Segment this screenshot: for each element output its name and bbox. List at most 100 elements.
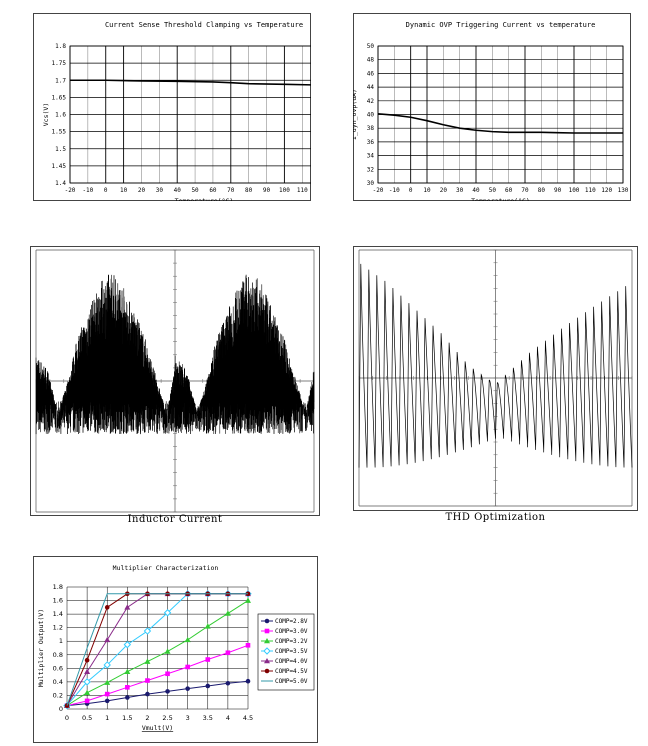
ovp-current-ytick-label: 36	[367, 139, 375, 146]
inductor-current-waveform	[35, 274, 315, 435]
ovp-current-y-axis-label: I_dyn_ovp(uA)	[353, 89, 358, 140]
ovp-current-ytick-label: 42	[367, 98, 375, 105]
cs-threshold-ytick-label: 1.55	[52, 129, 67, 136]
multiplier-point	[83, 678, 91, 686]
ovp-current-xtick-label: -10	[389, 187, 400, 194]
ovp-current-ytick-label: 30	[367, 180, 375, 187]
multiplier-xtick-label: 4	[226, 714, 230, 722]
cs-threshold-ytick-label: 1.6	[55, 112, 66, 119]
multiplier-point	[245, 597, 251, 603]
ovp-current-xtick-label: 130	[618, 187, 629, 194]
cs-threshold-ytick-label: 1.5	[55, 146, 66, 153]
cs-threshold-ytick-label: 1.7	[55, 77, 66, 84]
multiplier-legend-label: COMP=4.5V	[275, 668, 308, 675]
multiplier-point	[163, 609, 172, 617]
multiplier-point	[264, 638, 270, 644]
multiplier-point	[264, 628, 270, 634]
multiplier-ytick-label: 1.6	[53, 597, 63, 605]
ovp-current-xtick-label: 110	[585, 187, 596, 194]
multiplier-legend-label: COMP=5.0V	[275, 678, 308, 685]
multiplier-point	[145, 691, 150, 697]
multiplier-chart: Multiplier Characterization 0 0.5 1 1.5 2 2.5 3…	[33, 556, 318, 743]
multiplier-legend-label: COMP=3.0V	[275, 628, 308, 635]
multiplier-xtick-label: 1.5	[122, 714, 132, 722]
multiplier-point	[104, 698, 110, 704]
ovp-current-xtick-label: 80	[538, 187, 546, 194]
multiplier-point	[225, 650, 231, 656]
multiplier-xtick-label: 1	[105, 714, 109, 722]
ovp-current-ytick-label: 50	[367, 43, 375, 50]
ovp-current-series-line	[377, 113, 623, 134]
ovp-current-frame	[353, 13, 631, 201]
multiplier-xtick-label: 0.5	[82, 714, 92, 722]
multiplier-xtick-label: 2.5	[162, 714, 172, 722]
multiplier-series-line	[66, 680, 249, 707]
cs-threshold-ytick-label: 1.65	[52, 94, 67, 101]
cs-threshold-xtick-label: 60	[209, 187, 217, 194]
cs-threshold-title: Current Sense Threshold Clamping vs Temp…	[105, 21, 303, 29]
multiplier-point	[123, 640, 132, 649]
ovp-current-ytick-label: 44	[367, 84, 375, 91]
multiplier-x-axis-label: Vmult(V)	[142, 724, 173, 732]
multiplier-point	[264, 668, 270, 674]
multiplier-legend-label: COMP=4.0V	[275, 658, 308, 665]
cs-threshold-xtick-label: 30	[156, 187, 164, 194]
multiplier-point	[263, 647, 271, 655]
multiplier-point	[165, 671, 170, 677]
ovp-current-xtick-label: 10	[423, 187, 431, 194]
cs-threshold-xtick-label: 110	[297, 187, 308, 194]
multiplier-point	[124, 668, 131, 675]
multiplier-point	[185, 686, 190, 691]
cs-threshold-ytick-label: 1.4	[55, 180, 66, 187]
multiplier-point	[245, 678, 251, 684]
multiplier-point	[205, 683, 211, 689]
cs-threshold-plot-border	[69, 45, 311, 184]
multiplier-point	[84, 689, 91, 696]
thd-optimization-waveform	[358, 263, 633, 468]
multiplier-point	[224, 610, 231, 616]
ovp-current-xtick-label: 30	[456, 187, 464, 194]
cs-threshold-xtick-label: 90	[263, 187, 271, 194]
ovp-current-xtick-label: 70	[521, 187, 529, 194]
multiplier-xtick-label: 2	[145, 714, 149, 722]
cs-threshold-frame	[33, 13, 311, 201]
ovp-current-ytick-label: 46	[367, 70, 375, 77]
inductor-current-scope	[30, 246, 320, 516]
cs-threshold-xtick-label: 70	[227, 187, 235, 194]
cs-threshold-xtick-label: 0	[104, 187, 108, 194]
cs-threshold-x-axis-label: Temperature(°C)	[175, 197, 234, 201]
multiplier-legend-label: COMP=2.8V	[275, 618, 308, 625]
multiplier-point	[84, 668, 91, 675]
multiplier-point	[185, 664, 190, 670]
cs-threshold-series-line	[70, 79, 311, 86]
multiplier-point	[103, 661, 111, 669]
chart-panel-cs-threshold: Current Sense Threshold Clamping vs Temp…	[33, 13, 311, 201]
multiplier-ytick-label: 1.2	[53, 624, 63, 632]
multiplier-xtick-label: 3.5	[203, 714, 213, 722]
multiplier-point	[264, 658, 270, 664]
multiplier-point	[204, 623, 211, 629]
cs-threshold-xtick-label: 10	[120, 187, 128, 194]
multiplier-ytick-label: 0.4	[53, 678, 63, 686]
multiplier-title: Multiplier Characterization	[113, 564, 219, 572]
multiplier-point	[245, 642, 251, 648]
multiplier-point	[104, 605, 110, 610]
ovp-current-xtick-label: 0	[409, 187, 413, 194]
ovp-current-xtick-label: 60	[505, 187, 513, 194]
ovp-current-xtick-label: 20	[440, 187, 448, 194]
multiplier-legend-label: COMP=3.5V	[275, 648, 308, 655]
cs-threshold-xtick-label: 80	[245, 187, 253, 194]
cs-threshold-y-axis-label: Vcs(V)	[42, 103, 50, 126]
multiplier-ytick-label: 0.8	[53, 651, 63, 659]
ovp-current-xtick-label: -20	[373, 187, 384, 194]
multiplier-point	[124, 604, 131, 610]
ovp-current-x-axis-label: Temperature(°C)	[471, 197, 530, 201]
multiplier-y-axis-label: Multiplier Output(V)	[37, 609, 45, 687]
multiplier-point	[125, 685, 130, 690]
ovp-current-ytick-label: 48	[367, 57, 375, 64]
multiplier-point	[264, 618, 270, 624]
ovp-current-ytick-label: 34	[367, 153, 375, 160]
cs-threshold-xtick-label: 20	[138, 187, 146, 194]
multiplier-ytick-label: 0.2	[53, 691, 63, 699]
multiplier-xtick-label: 4.5	[243, 714, 253, 722]
